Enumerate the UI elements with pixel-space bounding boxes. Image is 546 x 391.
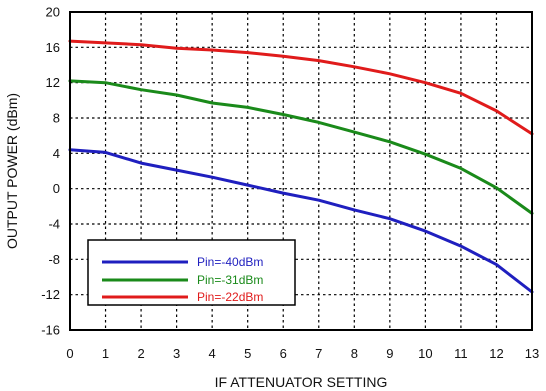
y-tick-label: 4 xyxy=(53,146,60,161)
x-axis-title: IF ATTENUATOR SETTING xyxy=(215,374,388,390)
y-axis-title: OUTPUT POWER (dBm) xyxy=(4,93,20,249)
series-line-0 xyxy=(68,148,534,294)
y-tick-label: 16 xyxy=(46,40,60,55)
y-tick-label: 8 xyxy=(53,111,60,126)
x-tick-label: 4 xyxy=(209,346,216,361)
y-tick-labels: -16 -12 -8 -4 0 4 8 12 16 20 xyxy=(41,5,60,338)
y-tick-label: -16 xyxy=(41,323,60,338)
legend-label-pin-22: Pin=-22dBm xyxy=(197,290,263,304)
y-tick-label: -4 xyxy=(48,217,60,232)
x-tick-label: 5 xyxy=(244,346,251,361)
x-tick-label: 7 xyxy=(315,346,322,361)
x-tick-label: 2 xyxy=(137,346,144,361)
x-tick-label: 3 xyxy=(173,346,180,361)
plot-frame xyxy=(69,11,533,331)
x-tick-label: 10 xyxy=(418,346,432,361)
series-lines xyxy=(68,39,534,294)
legend-label-pin-40: Pin=-40dBm xyxy=(197,255,263,269)
y-tick-label: 20 xyxy=(46,5,60,20)
y-tick-label: -12 xyxy=(41,287,60,302)
x-tick-label: 6 xyxy=(280,346,287,361)
legend: Pin=-40dBm Pin=-31dBm Pin=-22dBm xyxy=(87,239,296,306)
x-tick-label: 13 xyxy=(525,346,539,361)
x-tick-label: 9 xyxy=(386,346,393,361)
x-tick-label: 8 xyxy=(351,346,358,361)
series-line-1 xyxy=(68,79,534,215)
y-tick-label: -8 xyxy=(48,252,60,267)
x-tick-label: 11 xyxy=(454,346,468,361)
x-tick-label: 12 xyxy=(489,346,503,361)
x-tick-label: 1 xyxy=(102,346,109,361)
x-tick-labels: 0 1 2 3 4 5 6 7 8 9 10 11 12 13 xyxy=(66,346,539,361)
y-tick-label: 12 xyxy=(46,75,60,90)
x-tick-label: 0 xyxy=(66,346,73,361)
legend-box xyxy=(87,239,296,306)
legend-label-pin-31: Pin=-31dBm xyxy=(197,273,263,287)
y-tick-label: 0 xyxy=(53,181,60,196)
series-line-2 xyxy=(68,39,534,136)
